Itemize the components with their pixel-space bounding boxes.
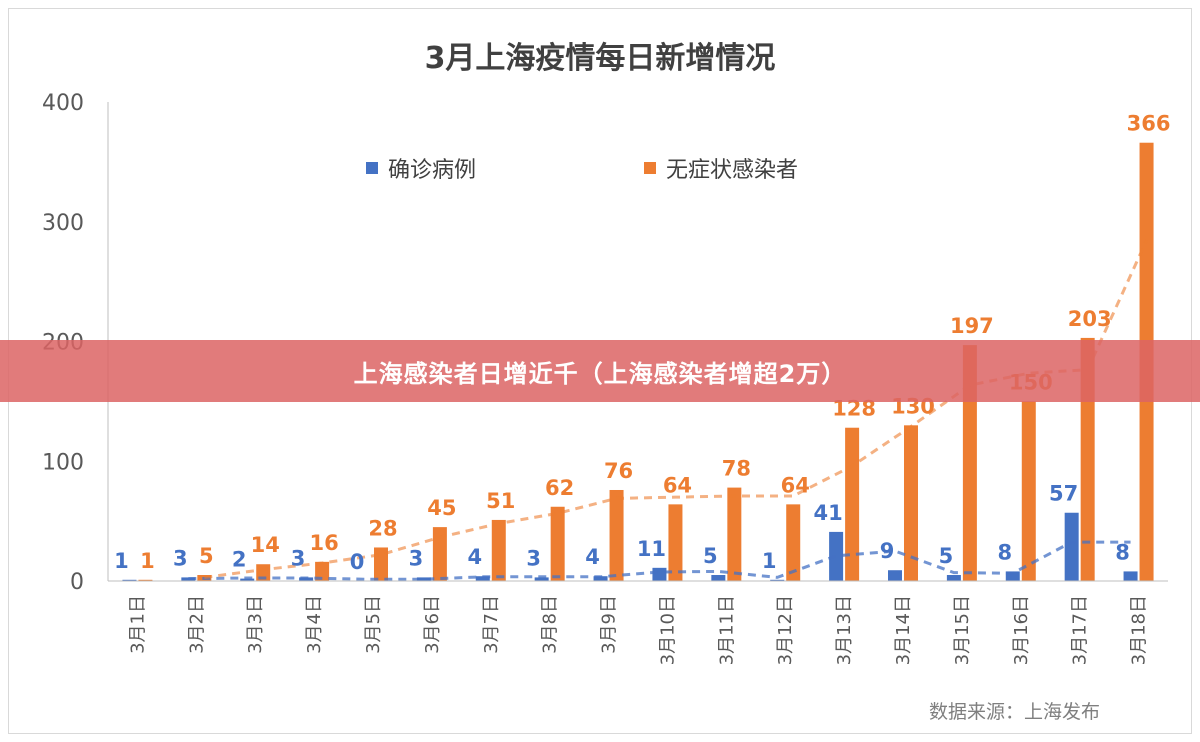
bar-confirmed bbox=[1064, 512, 1079, 581]
data-label-confirmed: 1 bbox=[762, 549, 777, 573]
x-tick-label: 3月12日 bbox=[775, 595, 796, 665]
x-tick-label: 3月5日 bbox=[363, 595, 384, 654]
x-tick-label: 3月6日 bbox=[422, 595, 443, 654]
bar-confirmed bbox=[1123, 571, 1138, 581]
bar-confirmed bbox=[534, 577, 549, 581]
bar-asymptomatic bbox=[962, 345, 977, 581]
bar-confirmed bbox=[711, 575, 726, 581]
y-tick-label: 300 bbox=[42, 211, 84, 236]
trendline-confirmed bbox=[188, 540, 1131, 581]
bar-asymptomatic bbox=[315, 561, 330, 581]
data-label-asymptomatic: 51 bbox=[486, 489, 515, 513]
bar-confirmed bbox=[416, 577, 431, 581]
data-label-asymptomatic: 45 bbox=[427, 496, 456, 520]
x-tick-label: 3月17日 bbox=[1070, 595, 1091, 665]
data-label-confirmed: 3 bbox=[526, 546, 541, 570]
x-tick-label: 3月10日 bbox=[657, 595, 678, 665]
chart-title: 3月上海疫情每日新增情况 bbox=[425, 41, 776, 76]
bar-confirmed bbox=[652, 567, 667, 581]
data-label-confirmed: 4 bbox=[585, 545, 600, 569]
y-tick-label: 400 bbox=[42, 91, 84, 116]
data-label-confirmed: 4 bbox=[467, 545, 482, 569]
x-tick-label: 3月13日 bbox=[834, 595, 855, 665]
data-label-asymptomatic: 16 bbox=[309, 531, 338, 555]
bar-asymptomatic bbox=[550, 506, 565, 581]
bar-asymptomatic bbox=[609, 489, 624, 581]
bar-asymptomatic bbox=[491, 519, 506, 581]
x-tick-label: 3月1日 bbox=[127, 595, 148, 654]
x-tick-label: 3月9日 bbox=[599, 595, 620, 654]
bar-asymptomatic bbox=[1021, 401, 1036, 581]
bar-asymptomatic bbox=[727, 487, 742, 581]
bar-confirmed bbox=[181, 577, 196, 581]
x-tick-label: 3月14日 bbox=[893, 595, 914, 665]
bar-asymptomatic bbox=[432, 527, 447, 581]
x-axis: 3月1日 3月2日 3月3日 3月4日 3月5日 3月6日 3月7日 3月8日 3月9日 3月10… bbox=[108, 580, 1168, 665]
bar-confirmed bbox=[475, 576, 490, 581]
data-label-asymptomatic: 76 bbox=[604, 459, 633, 483]
x-tick-label: 3月8日 bbox=[540, 595, 561, 654]
legend-label-asymptomatic: 无症状感染者 bbox=[666, 158, 798, 183]
y-tick-label: 100 bbox=[42, 450, 84, 475]
data-label-asymptomatic: 78 bbox=[722, 457, 751, 481]
bar-confirmed bbox=[770, 579, 785, 581]
legend-swatch-asymptomatic bbox=[644, 162, 656, 174]
data-label-confirmed: 2 bbox=[232, 548, 247, 572]
x-tick-label: 3月4日 bbox=[304, 595, 325, 654]
data-label-confirmed: 8 bbox=[997, 540, 1012, 564]
data-label-confirmed: 9 bbox=[880, 539, 895, 563]
bar-confirmed bbox=[593, 576, 608, 581]
data-label-confirmed: 1 bbox=[114, 549, 129, 573]
headline-banner: 上海感染者日增近千（上海感染者增超2万） bbox=[0, 340, 1200, 402]
data-label-confirmed: 0 bbox=[350, 550, 365, 574]
bar-confirmed bbox=[946, 575, 961, 581]
x-tick-label: 3月2日 bbox=[186, 595, 207, 654]
data-label-confirmed: 3 bbox=[173, 546, 188, 570]
legend-swatch-confirmed bbox=[366, 162, 378, 174]
x-tick-label: 3月11日 bbox=[716, 595, 737, 665]
x-tick-label: 3月7日 bbox=[481, 595, 502, 654]
bar-asymptomatic bbox=[138, 579, 153, 581]
x-tick-label: 3月3日 bbox=[245, 595, 266, 654]
bar-asymptomatic bbox=[904, 425, 918, 581]
data-label-asymptomatic: 64 bbox=[781, 473, 810, 497]
bar-confirmed bbox=[888, 570, 902, 581]
bar-confirmed bbox=[1005, 571, 1020, 581]
data-label-confirmed: 5 bbox=[703, 544, 718, 568]
x-tick-label: 3月15日 bbox=[952, 595, 973, 665]
data-label-confirmed: 3 bbox=[409, 546, 424, 570]
data-label-asymptomatic: 64 bbox=[663, 473, 692, 497]
data-label-asymptomatic: 62 bbox=[545, 476, 574, 500]
headline-text: 上海感染者日增近千（上海感染者增超2万） bbox=[353, 359, 847, 388]
data-label-asymptomatic: 197 bbox=[950, 314, 994, 338]
bar-confirmed bbox=[122, 579, 137, 581]
bar-asymptomatic bbox=[845, 427, 860, 581]
data-label-confirmed: 3 bbox=[291, 546, 306, 570]
data-label-asymptomatic: 203 bbox=[1068, 307, 1112, 331]
bar-asymptomatic bbox=[786, 504, 801, 581]
legend-label-confirmed: 确诊病例 bbox=[388, 158, 476, 183]
data-source: 数据来源：上海发布 bbox=[929, 701, 1100, 723]
bar-confirmed bbox=[240, 578, 255, 581]
data-label-confirmed: 8 bbox=[1115, 540, 1130, 564]
data-label-confirmed: 5 bbox=[939, 544, 954, 568]
trendlines-group bbox=[188, 239, 1148, 581]
data-label-asymptomatic: 1 bbox=[140, 549, 155, 573]
data-label-confirmed: 57 bbox=[1049, 482, 1078, 506]
legend: 确诊病例 无症状感染者 bbox=[366, 158, 798, 183]
data-label-asymptomatic: 5 bbox=[199, 544, 214, 568]
y-tick-label: 0 bbox=[70, 570, 84, 595]
data-label-confirmed: 11 bbox=[637, 537, 666, 561]
data-label-asymptomatic: 366 bbox=[1127, 112, 1171, 136]
x-tick-label: 3月18日 bbox=[1129, 595, 1150, 665]
bar-asymptomatic bbox=[668, 504, 683, 581]
x-tick-label: 3月16日 bbox=[1011, 595, 1032, 665]
data-label-asymptomatic: 14 bbox=[251, 533, 280, 557]
data-label-asymptomatic: 28 bbox=[368, 516, 397, 540]
data-label-confirmed: 41 bbox=[813, 501, 842, 525]
